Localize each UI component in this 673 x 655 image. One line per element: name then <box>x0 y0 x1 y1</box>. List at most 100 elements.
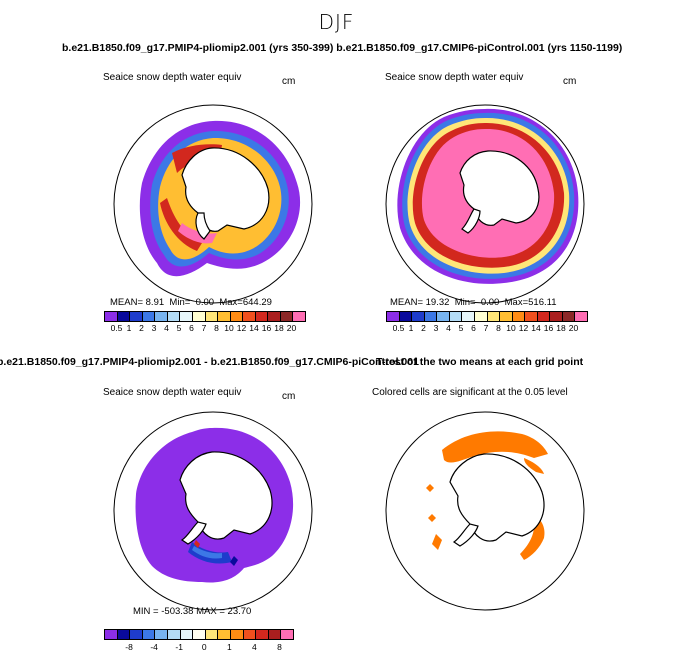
panel3-diff-dark-patch <box>230 556 238 566</box>
colorbar-tick-label: 7 <box>201 323 207 333</box>
colorbar-swatch <box>412 312 425 321</box>
colorbar-swatch <box>575 312 587 321</box>
panel3-max-value: 23.70 <box>227 606 252 617</box>
colorbar-tick-label: -1 <box>175 642 183 652</box>
panel4-significant-southwest <box>432 534 442 550</box>
colorbar-swatch <box>142 312 156 321</box>
panel2-min-label: Min= <box>454 297 476 308</box>
panel4-significant-west-b <box>428 514 436 522</box>
colorbar-tick-label: 14 <box>531 323 541 333</box>
colorbar-swatch <box>205 312 219 321</box>
colorbar-tick-label: 0 <box>201 642 207 652</box>
colorbar-tick-label: 16 <box>543 323 554 333</box>
panel1-title: Seaice snow depth water equiv <box>103 72 242 83</box>
colorbar-tick-label: 2 <box>421 323 426 333</box>
colorbar-tick-label: 1 <box>226 642 232 652</box>
colorbar-swatch <box>550 312 563 321</box>
colorbar-swatch <box>500 312 513 321</box>
panel2-map-border <box>385 104 585 304</box>
colorbar-swatch <box>192 312 206 321</box>
panel1-max-value: 644.29 <box>242 297 272 308</box>
colorbar-tick-label: 5 <box>176 323 182 333</box>
colorbar-swatch <box>525 312 538 321</box>
colorbar-swatch <box>243 312 256 321</box>
panel2-max-label: Max= <box>504 297 529 308</box>
panel3-polar-map <box>113 411 313 611</box>
panel4-antarctica <box>449 453 545 542</box>
colorbar-swatch <box>268 630 282 639</box>
colorbar-swatch <box>105 312 118 321</box>
colorbar-swatch <box>155 630 168 639</box>
panel3-units: cm <box>282 391 296 402</box>
panel4-title: Colored cells are significant at the 0.0… <box>372 387 568 398</box>
panel3-diff-lightblue-patch <box>192 546 222 559</box>
colorbar-tick-label: 1 <box>126 323 132 333</box>
colorbar-swatch <box>218 312 231 321</box>
colorbar-swatch <box>474 312 488 321</box>
panel3-antarctica <box>179 451 273 540</box>
panel3-min-label: MIN = <box>133 606 159 617</box>
colorbar-tick-label: 3 <box>433 323 439 333</box>
panel4-peninsula <box>452 523 479 547</box>
colorbar-swatch <box>255 312 269 321</box>
panel2-units: cm <box>563 76 577 87</box>
colorbar-tick-label: -4 <box>150 642 158 652</box>
panel2-polar-map <box>385 104 585 304</box>
colorbar-swatch <box>293 312 305 321</box>
colorbar-swatch <box>387 312 400 321</box>
colorbar-swatch <box>243 630 257 639</box>
panel2-mean-label: MEAN= <box>390 297 423 308</box>
panel4-map-border <box>385 411 585 611</box>
panel3-stats: MIN = -503.38 MAX = 23.70 <box>133 606 251 617</box>
colorbar-tick-label: 6 <box>471 323 476 333</box>
colorbar-tick-label: 5 <box>458 323 464 333</box>
panel3-diff-red-patch <box>194 540 200 548</box>
colorbar-swatch <box>130 312 143 321</box>
colorbar-swatch <box>117 312 131 321</box>
panel2-peninsula <box>461 208 481 234</box>
colorbar-swatch <box>105 630 118 639</box>
colorbar-swatch <box>280 312 294 321</box>
colorbar-tick-label: 20 <box>286 323 297 333</box>
colorbar-tick-label: 2 <box>139 323 144 333</box>
panel2-stats: MEAN= 19.32 Min= 0.00 Max=516.11 <box>390 297 556 308</box>
colorbar-swatch <box>449 312 463 321</box>
panel3-max-label: MAX = <box>196 606 225 617</box>
colorbar-swatch <box>167 312 181 321</box>
panel1-units: cm <box>282 76 296 87</box>
colorbar-tick-label: 4 <box>252 642 257 652</box>
colorbar-swatch <box>537 312 551 321</box>
run-comparison-title: b.e21.B1850.f09_g17.PMIP4-pliomip2.001 (… <box>62 42 623 54</box>
panel3-min-value: -503.38 <box>161 606 194 617</box>
panel2-antarctica <box>459 150 540 226</box>
colorbar-tick-label: 16 <box>261 323 272 333</box>
colorbar-swatch <box>180 630 194 639</box>
colorbar-swatch <box>180 312 193 321</box>
difference-title: b.e21.B1850.f09_g17.PMIP4-pliomip2.001 -… <box>0 356 419 368</box>
colorbar-tick-label: 8 <box>214 323 219 333</box>
colorbar-tick-label: 8 <box>496 323 501 333</box>
colorbar-tick-label: 12 <box>236 323 247 333</box>
colorbar-tick-label: 10 <box>506 323 516 333</box>
colorbar-tick-label: 14 <box>249 323 259 333</box>
colorbar-tick-label: 4 <box>164 323 169 333</box>
colorbar-swatch <box>281 630 293 639</box>
colorbar-tick-label: 6 <box>189 323 194 333</box>
colorbar-swatch <box>424 312 438 321</box>
colorbar-tick-label: 1 <box>408 323 414 333</box>
colorbar-swatch <box>487 312 501 321</box>
panel1-peninsula <box>195 212 211 240</box>
colorbar-swatch <box>437 312 450 321</box>
panel4-significant-east <box>520 514 545 560</box>
panel1-min-value: 0.00 <box>195 297 215 308</box>
panel2-title: Seaice snow depth water equiv <box>385 72 524 83</box>
panel1-min-label: Min= <box>169 297 191 308</box>
panel4-polar-map <box>385 411 585 611</box>
panel2-colorbar <box>386 311 588 322</box>
colorbar-swatch <box>205 630 219 639</box>
colorbar-tick-label: 7 <box>483 323 489 333</box>
colorbar-swatch <box>117 630 131 639</box>
colorbar-swatch <box>256 630 269 639</box>
colorbar-swatch <box>512 312 526 321</box>
colorbar-tick-label: 8 <box>277 642 282 652</box>
